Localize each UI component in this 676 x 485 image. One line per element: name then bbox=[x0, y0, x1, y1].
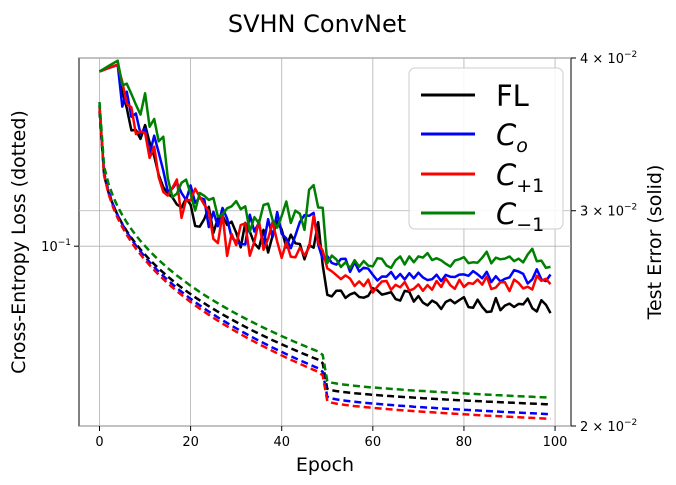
series-lines bbox=[98, 59, 552, 421]
loss-line-series-2 bbox=[98, 107, 551, 421]
x-tick-label-100: 100 bbox=[543, 435, 568, 450]
y-axis-right-label: Test Error (solid) bbox=[644, 165, 666, 321]
error-line-series-3 bbox=[98, 59, 551, 270]
error-line-series-0 bbox=[99, 63, 552, 314]
x-tick-label-20: 20 bbox=[182, 435, 199, 450]
y-right-tick-label-0: 2 × 10−2 bbox=[580, 418, 637, 435]
x-tick-label-80: 80 bbox=[456, 435, 473, 450]
legend: FL Co C+1 C−1 bbox=[408, 67, 564, 236]
legend-label-fl: FL bbox=[496, 79, 529, 113]
loss-line-series-0 bbox=[98, 111, 551, 406]
y-axis-left-label: Cross-Entropy Loss (dotted) bbox=[8, 110, 30, 374]
x-tick-label-40: 40 bbox=[273, 435, 290, 450]
x-axis-label: Epoch bbox=[296, 454, 354, 476]
error-line-series-2 bbox=[99, 63, 552, 294]
y-right-tick-label-2: 4 × 10−2 bbox=[580, 50, 637, 67]
x-tick-label-60: 60 bbox=[365, 435, 382, 450]
loss-line-series-3 bbox=[98, 101, 551, 399]
x-tick-label-0: 0 bbox=[95, 435, 103, 450]
legend-box bbox=[408, 67, 564, 230]
y-right-tick-label-1: 3 × 10−2 bbox=[580, 203, 637, 220]
chart-title: SVHN ConvNet bbox=[228, 10, 406, 38]
